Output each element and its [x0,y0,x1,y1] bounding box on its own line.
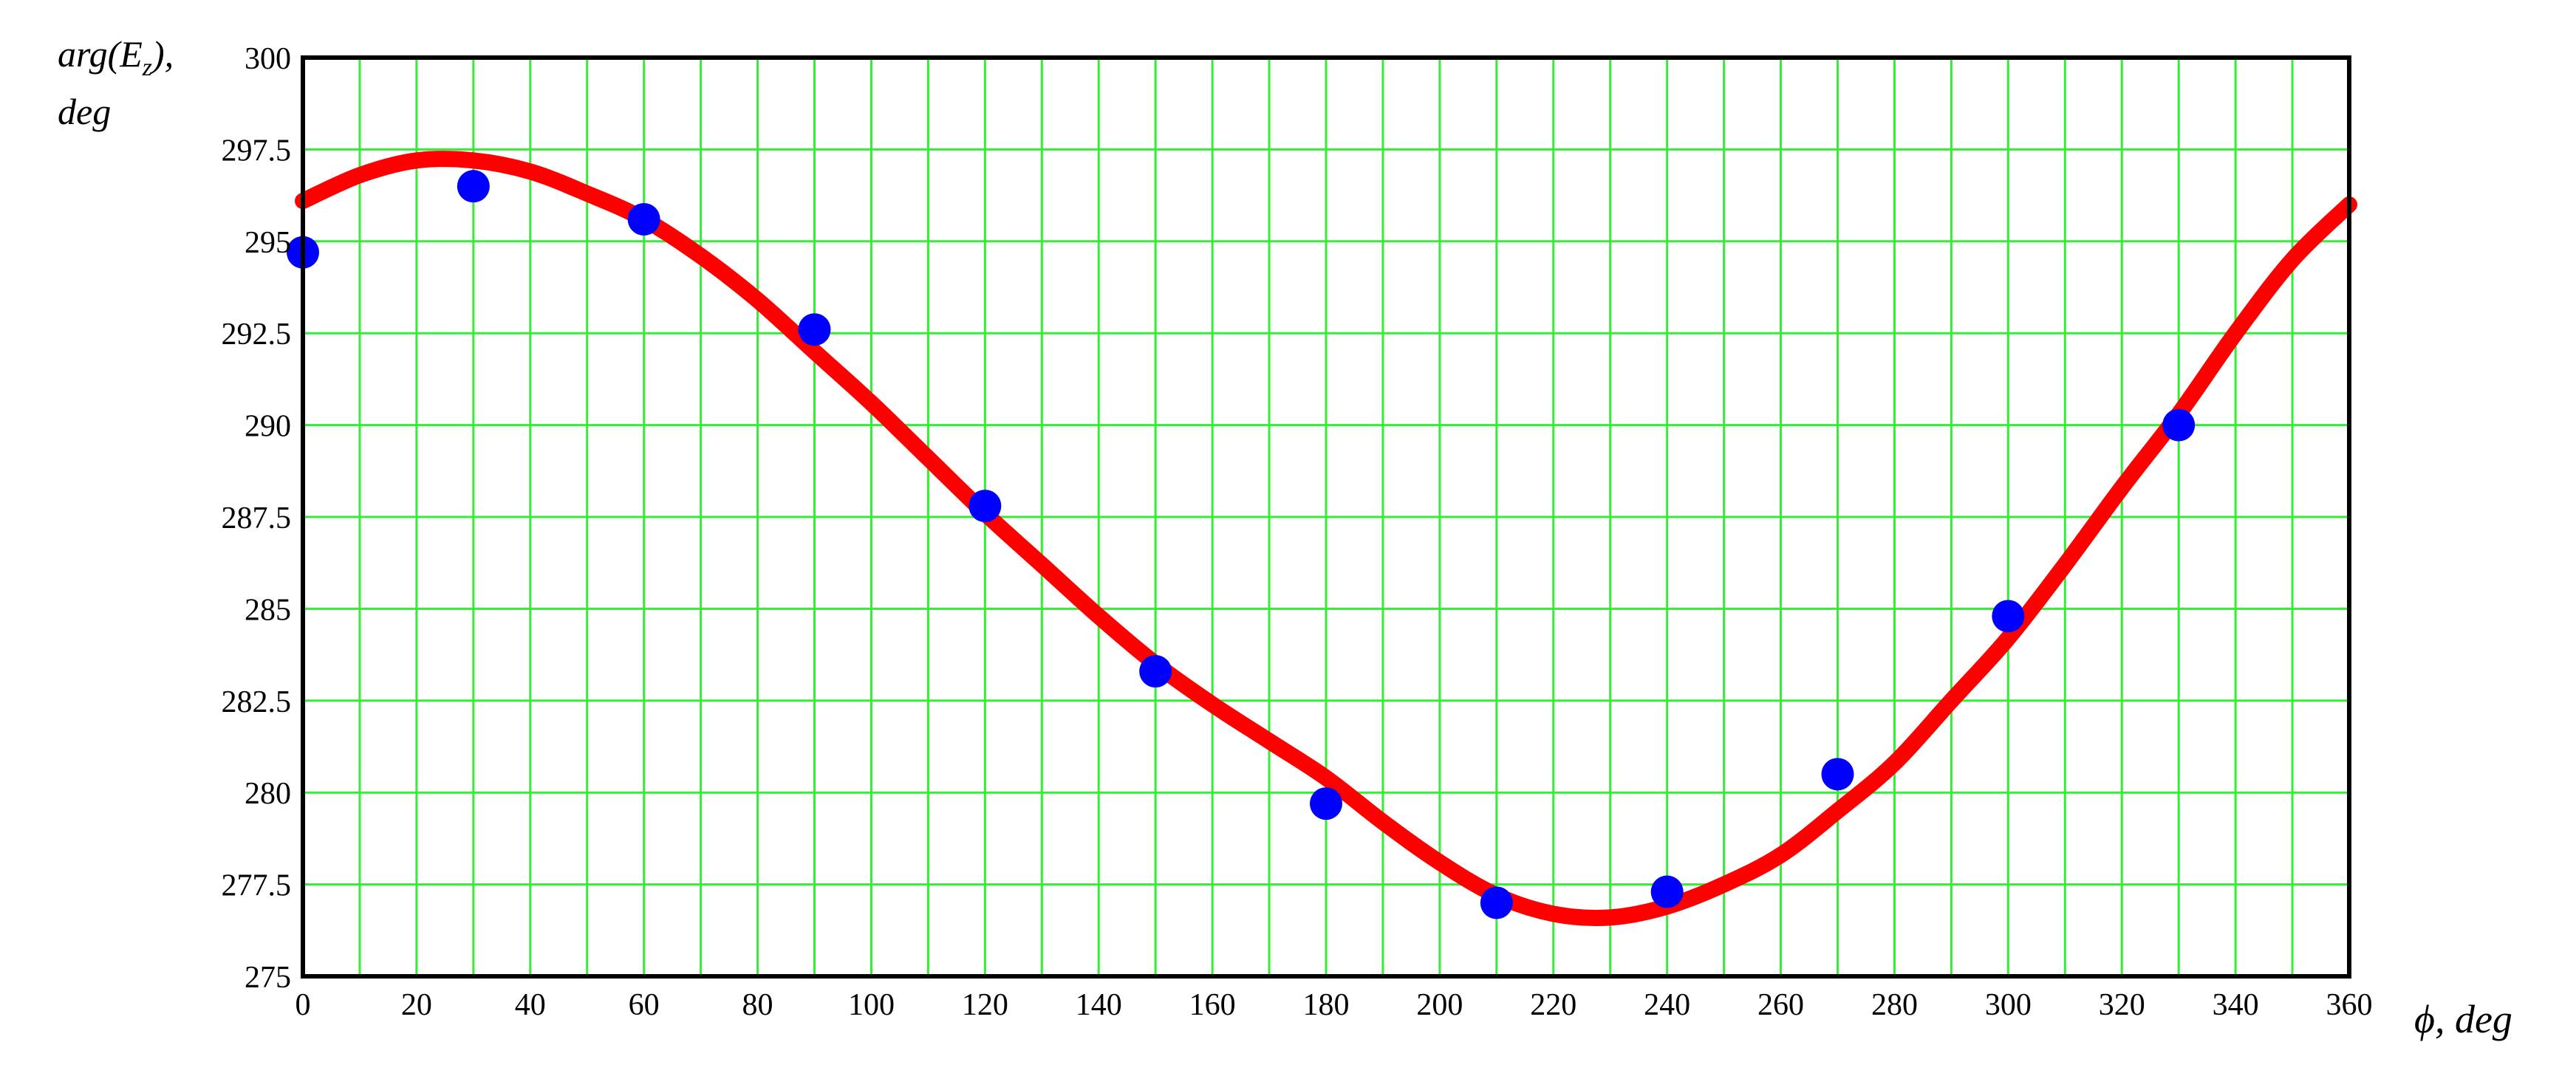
x-tick-label: 0 [295,988,311,1022]
x-tick-label: 160 [1189,988,1236,1022]
data-point [798,313,831,346]
y-axis-title: arg(Ez), [58,33,174,81]
x-tick-label: 200 [1416,988,1463,1022]
x-tick-label: 80 [742,988,773,1022]
y-tick-label: 290 [245,410,291,444]
fit-curve-layer [295,151,2357,926]
x-tick-label: 300 [1985,988,2032,1022]
x-tick-label: 240 [1644,988,1690,1022]
x-tick-label: 360 [2326,988,2373,1022]
x-tick-labels: 0 20 40 60 80 100 120 140 160 180 200 220 240 260 280 3… [295,988,2373,1022]
y-tick-label: 295 [245,226,291,260]
y-tick-label: 297.5 [222,134,292,168]
data-points-layer [287,170,2196,919]
data-point [627,202,660,236]
y-axis-unit: deg [58,91,111,132]
plot-frame [301,55,2351,979]
x-tick-label: 120 [962,988,1008,1022]
y-tick-label: 282.5 [222,685,292,719]
fit-curve [295,151,2357,926]
data-point [1821,758,1854,791]
y-tick-label: 287.5 [222,501,292,535]
y-tick-label: 277.5 [222,869,292,903]
x-tick-label: 280 [1871,988,1918,1022]
y-tick-label: 292.5 [222,318,292,352]
x-tick-label: 60 [629,988,660,1022]
y-axis-title-main: arg(E [58,33,143,75]
x-tick-label: 260 [1757,988,1804,1022]
x-tick-label: 180 [1303,988,1350,1022]
x-tick-label: 20 [401,988,432,1022]
x-axis-title: ϕ, deg [2414,997,2512,1041]
y-axis-title-end: ), [150,33,174,75]
y-tick-labels: 275 277.5 280 282.5 285 287.5 290 292.5 295 297.5… [222,42,292,995]
data-point [1650,875,1684,908]
data-point [1480,886,1513,919]
x-tick-label: 140 [1076,988,1122,1022]
data-point [1992,600,2025,633]
x-tick-label: 320 [2099,988,2145,1022]
x-tick-label: 220 [1530,988,1576,1022]
x-tick-label: 100 [848,988,895,1022]
x-tick-label: 340 [2213,988,2259,1022]
data-point [1139,654,1172,688]
y-tick-label: 275 [245,961,291,995]
x-tick-label: 40 [515,988,546,1022]
y-tick-label: 300 [245,42,291,76]
y-tick-label: 285 [245,593,291,627]
plot-border [301,55,2351,979]
data-point [457,170,490,203]
y-tick-label: 280 [245,777,291,811]
data-point [968,490,1002,523]
data-point [2162,408,2196,442]
y-axis-title-sub: z [142,54,152,81]
data-point [1310,787,1342,820]
